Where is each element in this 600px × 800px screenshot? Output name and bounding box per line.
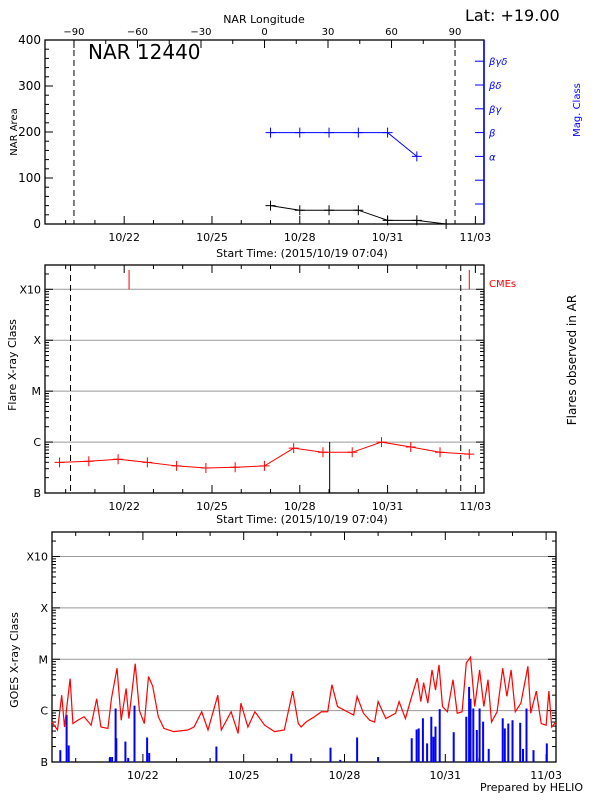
panel1-y2label: Mag. Class: [572, 83, 583, 137]
x-tick-label: 10/28: [284, 500, 316, 513]
area-point: [441, 219, 452, 229]
goes-long-channel-line: [51, 655, 557, 734]
flare-class-point: [376, 437, 387, 448]
mag-class-point: [411, 151, 422, 162]
area-point: [353, 205, 364, 216]
footer-credit: Prepared by HELIO: [480, 781, 583, 794]
lat-label: Lat: +19.00: [465, 6, 560, 25]
x-tick-label: 10/31: [372, 500, 404, 513]
panel2-frame: [44, 264, 485, 494]
area-point: [382, 215, 393, 226]
y-tick-label: M: [32, 385, 42, 398]
x-tick-label: 11/03: [460, 231, 492, 244]
flare-class-point: [288, 443, 299, 454]
lon-tick-label: 60: [385, 27, 398, 38]
mag-class-point: [353, 127, 364, 138]
x-tick-label: 10/25: [196, 231, 228, 244]
x-tick-label: 10/22: [108, 500, 140, 513]
mag-class-tick-label: βγ: [488, 105, 502, 116]
lon-tick-label: 0: [261, 27, 267, 38]
area-point: [324, 205, 335, 216]
area-point: [411, 215, 422, 226]
flare-class-point: [54, 457, 65, 468]
panel2-ylabel: Flare X-ray Class: [6, 319, 19, 411]
lon-tick-label: 30: [322, 27, 335, 38]
panel1-xlabel: Start Time: (2015/10/19 07:04): [216, 247, 388, 260]
panel1-ylabel: NAR Area: [9, 108, 20, 155]
lon-tick-label: −90: [63, 27, 84, 38]
y-tick-label: X10: [26, 551, 48, 564]
y-tick-label: 300: [18, 79, 41, 93]
longitude-axis-label: NAR Longitude: [223, 13, 305, 26]
flare-class-point: [83, 456, 94, 467]
y-tick-label: X: [33, 334, 41, 347]
mag-class-line: [270, 132, 418, 157]
flare-class-point: [113, 454, 124, 465]
y-tick-label: C: [33, 436, 41, 449]
flare-class-point: [317, 447, 328, 458]
lon-tick-label: −30: [190, 27, 211, 38]
x-tick-label: 10/25: [228, 769, 260, 782]
mag-class-tick-label: βγδ: [488, 57, 507, 68]
y-tick-label: X10: [19, 283, 41, 296]
panel3-ylabel: GOES X-ray Class: [8, 612, 21, 708]
y-tick-label: B: [33, 487, 41, 500]
x-tick-label: 11/03: [460, 500, 492, 513]
flare-class-point: [230, 462, 241, 473]
flare-class-point: [347, 447, 358, 458]
y-tick-label: C: [40, 705, 48, 718]
flare-class-point: [200, 462, 211, 473]
nar-title: NAR 12440: [88, 40, 201, 64]
y-tick-label: B: [40, 756, 48, 769]
lon-tick-label: 90: [449, 27, 462, 38]
mag-class-point: [294, 127, 305, 138]
x-tick-label: 10/28: [329, 769, 361, 782]
flare-class-point: [142, 457, 153, 468]
mag-class-tick-label: βδ: [488, 81, 502, 92]
x-tick-label: 10/31: [429, 769, 461, 782]
lon-tick-label: −60: [127, 27, 148, 38]
area-point: [265, 200, 276, 211]
y-tick-label: M: [39, 653, 49, 666]
panel2-y2label: Flares observed in AR: [565, 295, 579, 425]
mag-class-tick-label: α: [489, 152, 496, 163]
panel2-xlabel: Start Time: (2015/10/19 07:04): [216, 513, 388, 526]
y-tick-label: X: [40, 602, 48, 615]
flare-class-point: [435, 447, 446, 458]
y-tick-label: 0: [33, 217, 41, 231]
mag-class-point: [324, 127, 335, 138]
x-tick-label: 10/22: [108, 231, 140, 244]
y-tick-label: 100: [18, 171, 41, 185]
panel1-frame: [44, 39, 485, 225]
x-tick-label: 10/28: [284, 231, 316, 244]
flare-class-point: [171, 460, 182, 471]
y-tick-label: 200: [18, 125, 41, 139]
x-tick-label: 10/25: [196, 500, 228, 513]
x-tick-label: 11/03: [530, 769, 562, 782]
mag-class-tick-label: β: [488, 129, 496, 140]
mag-class-point: [382, 127, 393, 138]
x-tick-label: 10/31: [372, 231, 404, 244]
flare-class-point: [464, 449, 475, 460]
panel3-frame: [51, 531, 557, 763]
flare-class-point: [405, 442, 416, 453]
y-tick-label: 400: [18, 33, 41, 47]
flare-class-point: [259, 460, 270, 471]
mag-class-point: [265, 127, 276, 138]
cme-label: CMEs: [489, 279, 516, 290]
area-point: [294, 205, 305, 216]
x-tick-label: 10/22: [127, 769, 159, 782]
